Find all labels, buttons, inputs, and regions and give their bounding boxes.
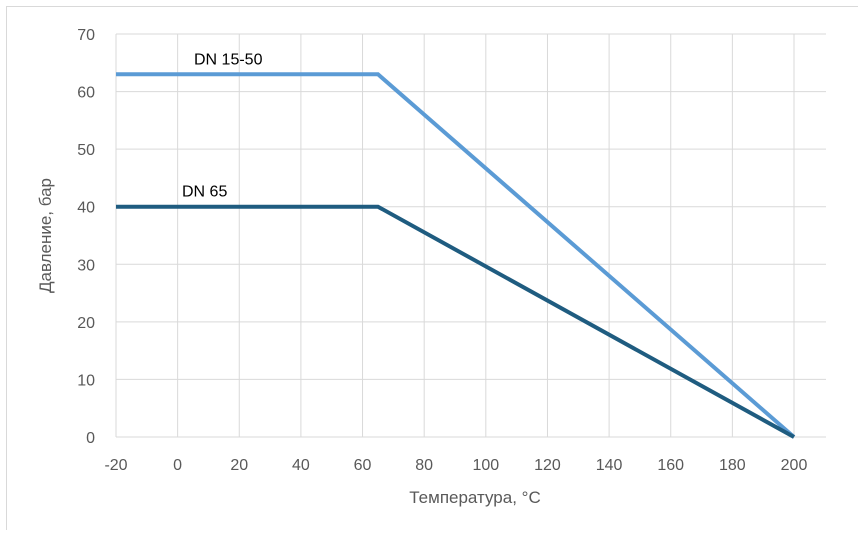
y-tick-label: 30 <box>77 257 95 274</box>
series-line-0 <box>116 72 796 439</box>
series-labels: DN 15-50 DN 65 <box>182 51 263 200</box>
x-tick-labels: -20 0 20 40 60 80 100 120 140 160 180 200 <box>104 457 807 474</box>
x-tick-label: 100 <box>472 457 499 474</box>
y-tick-label: 20 <box>77 315 95 332</box>
x-tick-label: 200 <box>781 457 808 474</box>
y-tick-labels: 0 10 20 30 40 50 60 70 <box>77 27 95 447</box>
x-tick-label: 40 <box>292 457 310 474</box>
y-tick-label: 70 <box>77 27 95 44</box>
y-tick-label: 60 <box>77 85 95 102</box>
y-tick-label: 50 <box>77 142 95 159</box>
x-axis-title: Температура, °C <box>409 488 540 507</box>
y-tick-label: 10 <box>77 372 95 389</box>
series-label-0: DN 15-50 <box>194 51 263 68</box>
x-tick-label: 140 <box>596 457 623 474</box>
x-tick-label: -20 <box>104 457 127 474</box>
y-axis-title: Давление, бар <box>36 178 55 293</box>
x-tick-label: 180 <box>719 457 746 474</box>
x-tick-label: 0 <box>173 457 182 474</box>
y-tick-label: 40 <box>77 200 95 217</box>
series-lines <box>116 72 796 439</box>
chart-frame <box>6 6 858 530</box>
x-tick-label: 20 <box>230 457 248 474</box>
x-tick-label: 120 <box>534 457 561 474</box>
series-label-1: DN 65 <box>182 184 227 201</box>
gridlines <box>115 33 826 438</box>
x-tick-label: 160 <box>657 457 684 474</box>
x-tick-label: 80 <box>415 457 433 474</box>
x-tick-label: 60 <box>354 457 372 474</box>
y-tick-label: 0 <box>86 430 95 447</box>
series-line-1 <box>116 204 795 439</box>
